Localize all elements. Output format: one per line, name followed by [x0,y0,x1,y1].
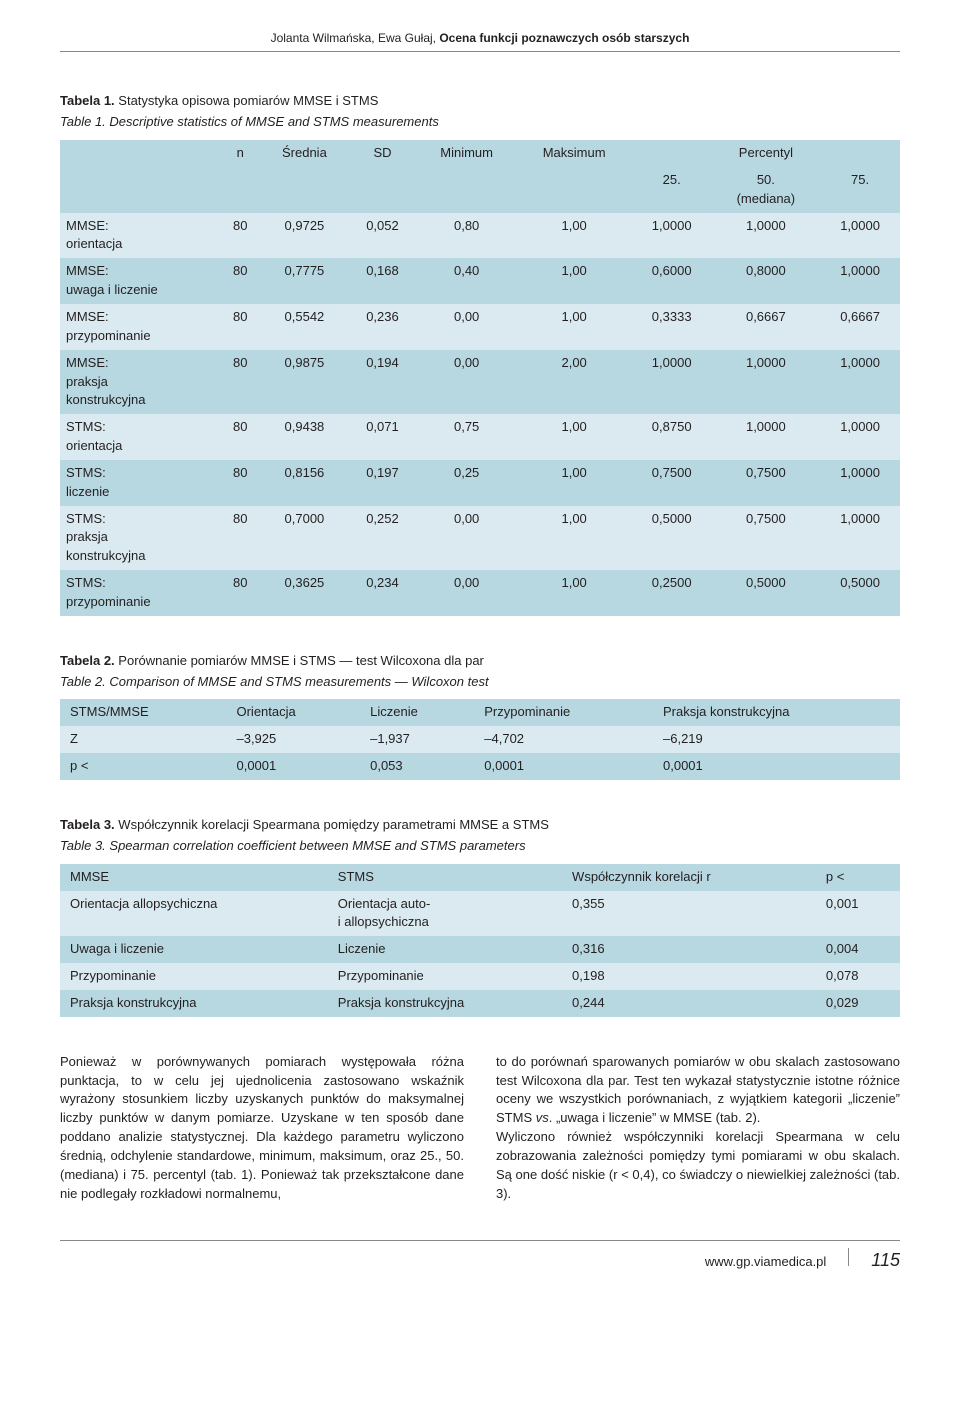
table1-row-label: STMS:praksjakonstrukcyjna [60,506,220,571]
table2-subtitle: Table 2. Comparison of MMSE and STMS mea… [60,673,900,692]
table2-caption: Tabela 2. Porównanie pomiarów MMSE i STM… [60,652,900,671]
table1-row-label: STMS:liczenie [60,460,220,506]
table1-row-label: MMSE:uwaga i liczenie [60,258,220,304]
table1-row-label: MMSE:przypominanie [60,304,220,350]
table-row: STMS:liczenie800,81560,1970,251,000,7500… [60,460,900,506]
table1-header-row-1: n Średnia SD Minimum Maksimum Percentyl [60,140,900,167]
table3-caption: Tabela 3. Współczynnik korelacji Spearma… [60,816,900,835]
footer-divider [848,1248,849,1266]
running-head-title: Ocena funkcji poznawczych osób starszych [439,31,689,45]
body-left: Ponieważ w porównywanych pomiarach wystę… [60,1053,464,1204]
table-row: MMSE:praksjakonstrukcyjna800,98750,1940,… [60,350,900,415]
table-row: MMSE:orientacja800,97250,0520,801,001,00… [60,213,900,259]
table1-row-label: STMS:orientacja [60,414,220,460]
table3-header: MMSESTMSWspółczynnik korelacji rp < [60,864,900,891]
footer-url: www.gp.viamedica.pl [705,1253,826,1272]
table1-row-label: STMS:przypominanie [60,570,220,616]
table-row: Praksja konstrukcyjnaPraksja konstrukcyj… [60,990,900,1017]
table3-subtitle: Table 3. Spearman correlation coefficien… [60,837,900,856]
table-row: MMSE:przypominanie800,55420,2360,001,000… [60,304,900,350]
table-row: STMS:orientacja800,94380,0710,751,000,87… [60,414,900,460]
table1: n Średnia SD Minimum Maksimum Percentyl … [60,140,900,616]
footer-page-number: 115 [871,1247,900,1273]
table-row: MMSE:uwaga i liczenie800,77750,1680,401,… [60,258,900,304]
running-head-rule [60,51,900,52]
table2: STMS/MMSEOrientacjaLiczeniePrzypominanie… [60,699,900,780]
table-row: Z–3,925–1,937–4,702–6,219 [60,726,900,753]
table-row: Uwaga i liczenieLiczenie0,3160,004 [60,936,900,963]
table-row: STMS:praksjakonstrukcyjna800,70000,2520,… [60,506,900,571]
page-footer: www.gp.viamedica.pl 115 [60,1240,900,1273]
body-right: to do porównań sparowanych pomiarów w ob… [496,1053,900,1204]
body-columns: Ponieważ w porównywanych pomiarach wystę… [60,1053,900,1204]
table1-row-label: MMSE:praksjakonstrukcyjna [60,350,220,415]
table1-row-label: MMSE:orientacja [60,213,220,259]
table3: MMSESTMSWspółczynnik korelacji rp < Orie… [60,864,900,1017]
table1-subtitle: Table 1. Descriptive statistics of MMSE … [60,113,900,132]
table-row: STMS:przypominanie800,36250,2340,001,000… [60,570,900,616]
table-row: p <0,00010,0530,00010,0001 [60,753,900,780]
table1-caption: Tabela 1. Statystyka opisowa pomiarów MM… [60,92,900,111]
running-head: Jolanta Wilmańska, Ewa Gułaj, Ocena funk… [60,30,900,52]
table-row: PrzypominaniePrzypominanie0,1980,078 [60,963,900,990]
table2-header: STMS/MMSEOrientacjaLiczeniePrzypominanie… [60,699,900,726]
table-row: Orientacja allopsychicznaOrientacja auto… [60,891,900,937]
running-head-authors: Jolanta Wilmańska, Ewa Gułaj, [271,31,440,45]
